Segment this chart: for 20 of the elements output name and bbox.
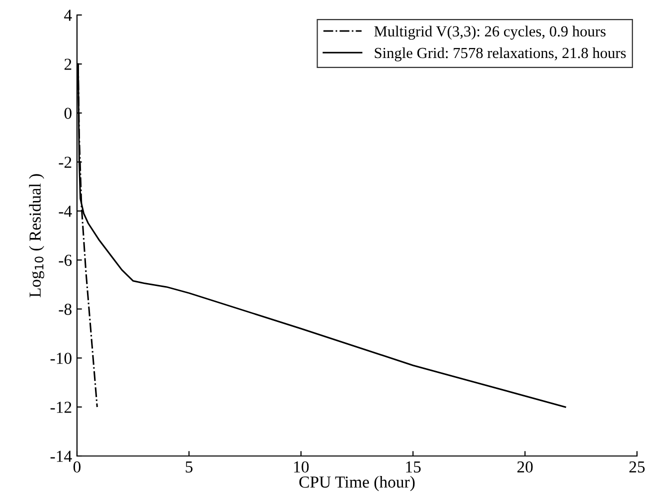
y-tick-label: -14 xyxy=(50,450,72,462)
y-tick-label: 4 xyxy=(64,10,72,21)
x-tick-label: 10 xyxy=(294,461,309,473)
y-tick-label: -2 xyxy=(58,156,72,168)
y-tick-label: 0 xyxy=(64,108,72,119)
legend-label: Single Grid: 7578 relaxations, 21.8 hours xyxy=(374,47,626,62)
y-tick-label: -6 xyxy=(58,254,72,266)
y-tick-label: -8 xyxy=(58,304,72,315)
y-tick-label: 2 xyxy=(64,58,72,70)
x-tick-label: 15 xyxy=(406,461,421,473)
y-tick-label: -10 xyxy=(50,352,72,364)
y-tick-label: -4 xyxy=(58,206,72,217)
x-tick-label: 0 xyxy=(73,461,81,473)
x-tick-label: 5 xyxy=(186,462,193,473)
legend-label: Multigrid V(3,3): 26 cycles, 0.9 hours xyxy=(374,26,606,40)
x-tick-label: 20 xyxy=(517,461,533,473)
x-tick-label: 25 xyxy=(629,461,645,473)
y-tick-label: -12 xyxy=(50,402,72,413)
x-axis-title: CPU Time (hour) xyxy=(299,476,415,492)
y-axis-title: Log$_{10}$ ( Residual ) xyxy=(29,174,44,298)
